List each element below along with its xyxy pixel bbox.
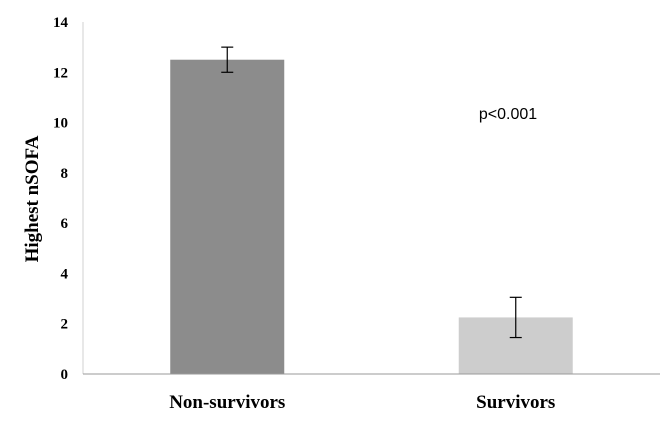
y-tick-label: 6 (61, 216, 69, 232)
y-tick-label: 0 (61, 367, 69, 383)
category-label: Survivors (476, 392, 555, 413)
y-tick-label: 14 (53, 15, 69, 31)
y-tick-label: 4 (61, 266, 69, 282)
y-tick-label: 10 (53, 116, 68, 132)
category-labels: Non-survivors Survivors (169, 392, 555, 413)
bars (170, 59, 573, 374)
y-tick-label: 12 (53, 65, 68, 81)
category-label: Non-survivors (169, 392, 285, 413)
y-axis-ticks: 0 2 4 6 8 10 12 14 (53, 15, 69, 383)
p-value-annotation: p<0.001 (479, 106, 537, 123)
y-tick-label: 8 (61, 166, 69, 182)
y-axis-title: Highest nSOFA (22, 135, 43, 262)
error-bars (221, 46, 522, 339)
y-tick-label: 2 (61, 317, 69, 333)
bar-non-survivors (170, 59, 285, 374)
